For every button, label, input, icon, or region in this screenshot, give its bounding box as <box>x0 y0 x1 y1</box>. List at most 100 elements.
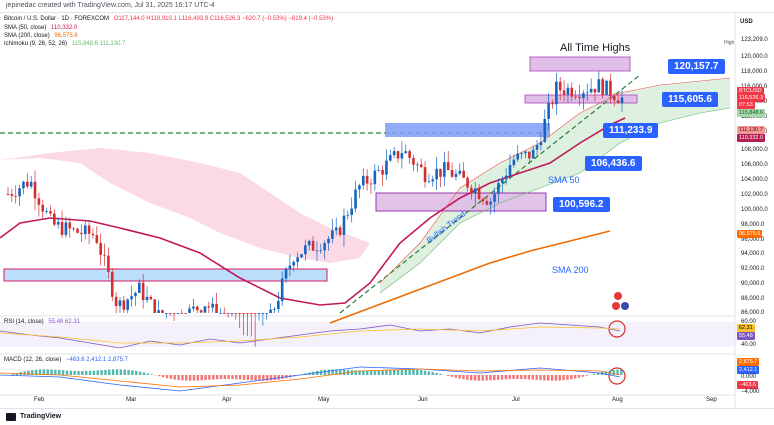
macd-hist-bar <box>165 375 169 379</box>
candle-body <box>423 167 427 183</box>
candle-body <box>512 159 516 166</box>
macd-hist-bar <box>566 375 569 380</box>
time-tick: Jun <box>418 397 428 403</box>
candle-body <box>199 310 203 313</box>
macd-hist-bar <box>258 375 261 381</box>
sma50-line <box>0 117 626 306</box>
macd-tag-hist: −463.6 <box>737 381 758 389</box>
macd-hist-bar <box>350 370 354 375</box>
candle-body <box>134 292 137 297</box>
macd-hist-bar <box>393 369 396 375</box>
macd-hist-bar <box>554 375 558 381</box>
macd-hist-bar <box>23 371 26 375</box>
price-tick: 86,000.0 <box>741 310 765 316</box>
candle-body <box>87 225 91 234</box>
tag-btcusd-time: 07:53 <box>737 101 755 109</box>
macd-hist-bar <box>585 375 588 376</box>
macd-hist-bar <box>111 369 115 375</box>
macd-hist-bar <box>31 370 34 375</box>
macd-hist-bar <box>423 370 427 375</box>
macd-hist-bar <box>408 369 411 375</box>
candle-body <box>470 187 473 194</box>
macd-hist-bar <box>331 369 334 375</box>
price-tick: 118,000.0 <box>741 69 768 75</box>
macd-hist-bar <box>150 374 153 375</box>
candle-body <box>41 204 45 212</box>
callout-106436: 106,436.6 <box>585 156 642 171</box>
chart-canvas[interactable] <box>0 13 774 409</box>
legend-ichimoku[interactable]: Ichimoku (9, 26, 52, 26) 115,848.6 111,1… <box>4 40 125 48</box>
candle-body <box>412 157 415 165</box>
macd-hist-bar <box>550 375 554 381</box>
candle-body <box>593 88 597 93</box>
macd-hist-bar <box>562 375 565 381</box>
macd-hist-bar <box>366 370 369 375</box>
sma200-label: SMA (200, close) <box>4 33 50 39</box>
candle-body <box>29 181 33 187</box>
candle-body <box>168 313 172 314</box>
callout-120157: 120,157.7 <box>668 59 725 74</box>
candle-body <box>238 313 241 314</box>
chart-frame[interactable]: Bitcoin / U.S. Dollar · 1D · FOREXCOM O1… <box>0 12 774 425</box>
macd-hist-bar <box>523 375 527 380</box>
macd-hist-bar <box>11 374 15 375</box>
macd-hist-bar <box>188 375 192 381</box>
macd-hist-bar <box>577 375 581 378</box>
macd-hist-bar <box>412 369 415 375</box>
candle-body <box>6 194 10 195</box>
legend-sma200[interactable]: SMA (200, close) 96,575.6 <box>4 32 78 40</box>
candle-body <box>122 300 126 310</box>
candle-body <box>141 282 145 301</box>
macd-hist-bar <box>385 370 388 375</box>
macd-hist-bar <box>543 375 546 381</box>
macd-hist-bar <box>158 375 161 377</box>
candle-body <box>493 193 496 202</box>
candle-body <box>192 306 195 309</box>
macd-hist-bar <box>473 375 477 381</box>
candlestick-series <box>6 71 624 347</box>
candle-body <box>566 87 570 95</box>
candle-body <box>458 170 462 174</box>
candle-body <box>277 300 280 310</box>
price-tick: 94,000.0 <box>741 251 765 257</box>
macd-hist-bar <box>570 375 573 380</box>
candle-body <box>234 313 238 314</box>
candle-body <box>114 296 118 307</box>
macd-hist-bar <box>539 375 542 381</box>
macd-hist-bar <box>512 375 515 380</box>
macd-hist-bar <box>146 373 149 375</box>
price-tick: 123,209.0 <box>741 37 768 43</box>
legend-sma50[interactable]: SMA (50, close) 110,332.0 <box>4 24 77 32</box>
high-tag: High <box>724 40 735 46</box>
candle-body <box>284 269 288 279</box>
macd-hist-bar <box>450 375 454 377</box>
candle-body <box>10 194 14 196</box>
macd-hist-bar <box>362 370 365 375</box>
macd-hist-bar <box>215 375 219 380</box>
macd-hist-bar <box>616 369 619 375</box>
macd-hist-bar <box>612 370 615 375</box>
macd-hist-bar <box>173 375 176 380</box>
candle-body <box>539 141 543 146</box>
candle-body <box>311 240 315 251</box>
macd-hist-bar <box>162 375 165 378</box>
tag-sma200: 96,575.6 <box>737 230 763 238</box>
candle-body <box>137 282 141 293</box>
macd-hist-bar <box>535 375 538 380</box>
candle-body <box>551 103 554 105</box>
macd-hist-bar <box>54 369 57 375</box>
candle-body <box>504 175 508 180</box>
candle-body <box>296 257 299 262</box>
candle-body <box>215 303 218 313</box>
candle-body <box>531 149 535 159</box>
candle-body <box>416 164 419 166</box>
candle-body <box>118 300 122 307</box>
candle-body <box>489 201 493 205</box>
legend-macd[interactable]: MACD (12, 26, close) −463.6 2,412.1 2,87… <box>4 356 128 364</box>
legend-symbol[interactable]: Bitcoin / U.S. Dollar · 1D · FOREXCOM O1… <box>4 15 333 23</box>
macd-hist-bar <box>246 375 250 380</box>
legend-rsi[interactable]: RSI (14, close) 55.48 62.31 <box>4 318 80 326</box>
annotation-sma50: SMA 50 <box>548 175 580 185</box>
tradingview-logo-icon <box>6 413 16 421</box>
candle-body <box>249 313 253 314</box>
